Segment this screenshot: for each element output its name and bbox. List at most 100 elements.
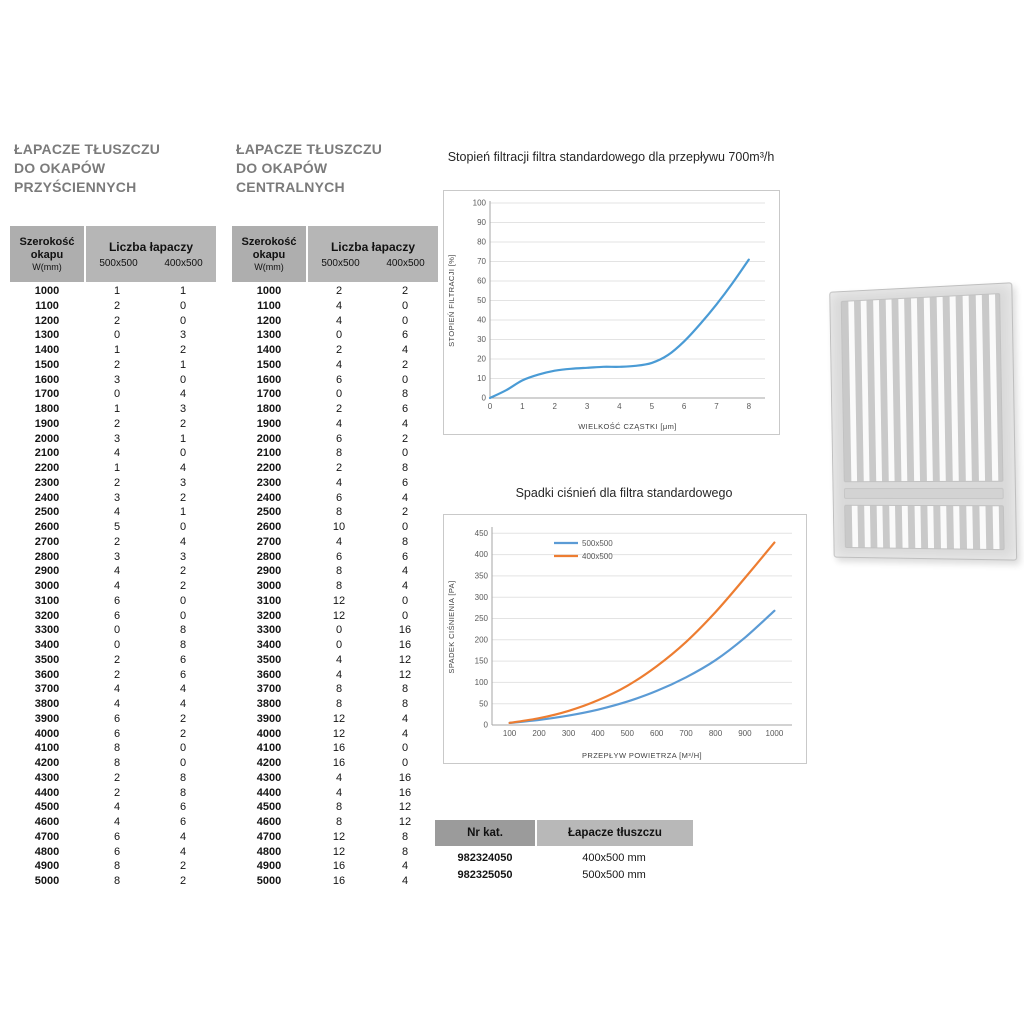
cell-width: 1000 [256, 285, 282, 297]
table-row: 3200 12 0 [232, 609, 438, 624]
cell-400x500: 4 [179, 683, 187, 696]
cell-width: 2000 [34, 432, 60, 445]
cell-500x500: 6 [113, 594, 121, 607]
cell-500x500: 3 [113, 491, 121, 504]
cell-width: 3800 [256, 698, 282, 710]
cell-width: 3000 [256, 580, 282, 592]
svg-text:100: 100 [473, 199, 487, 208]
header-text: okapu [30, 248, 64, 261]
cell-width: 1300 [34, 329, 60, 342]
cell-500x500: 12 [332, 845, 346, 858]
catalog-table: Nr kat. Łapacze tłuszczu 982324050 400x50… [435, 820, 693, 884]
table-row: 1800 2 6 [232, 402, 438, 417]
cell-500x500: 2 [113, 314, 121, 327]
table-row: 4500 8 12 [232, 800, 438, 815]
svg-text:1000: 1000 [766, 729, 784, 738]
cell-400x500: 0 [401, 299, 409, 312]
svg-text:20: 20 [477, 355, 486, 364]
cell-500x500: 2 [113, 786, 121, 799]
table-row: 2700 4 8 [232, 535, 438, 550]
table-row: 4400 4 16 [232, 786, 438, 801]
svg-text:SPADEK CIŚNIENIA [PA]: SPADEK CIŚNIENIA [PA] [447, 580, 456, 673]
svg-text:200: 200 [475, 635, 489, 644]
header-unit: W(mm) [32, 261, 62, 272]
cell-500x500: 2 [335, 285, 343, 297]
header-group: Liczba łapaczy 500x500 400x500 [308, 226, 438, 282]
svg-text:900: 900 [738, 729, 752, 738]
table-row: 3900 12 4 [232, 712, 438, 727]
svg-text:400: 400 [475, 550, 489, 559]
cell-400x500: 0 [179, 373, 187, 386]
cell-500x500: 2 [113, 299, 121, 312]
cell-width: 1900 [256, 417, 282, 430]
cell-width: 2300 [34, 476, 60, 489]
svg-text:600: 600 [650, 729, 664, 738]
cell-width: 4300 [34, 771, 60, 784]
cell-400x500: 4 [401, 491, 409, 504]
svg-text:0: 0 [488, 402, 493, 411]
cell-400x500: 6 [401, 550, 409, 563]
table-row: 3200 6 0 [10, 609, 216, 624]
svg-text:500: 500 [621, 729, 635, 738]
table-row: 4300 2 8 [10, 771, 216, 786]
cell-400x500: 0 [179, 447, 187, 460]
cell-width: 1700 [256, 388, 282, 401]
table-row: 4500 4 6 [10, 800, 216, 815]
filtration-chart: 0 10 20 30 40 50 60 70 80 90 100 0 1 2 3 4 5 6 7 8 WIELKOŚĆ … [443, 190, 780, 435]
cell-400x500: 0 [401, 757, 409, 769]
table-row: 3600 4 12 [232, 668, 438, 683]
svg-text:40: 40 [477, 316, 486, 325]
cell-500x500: 8 [335, 580, 343, 592]
svg-text:WIELKOŚĆ CZĄSTKI [μm]: WIELKOŚĆ CZĄSTKI [μm] [578, 422, 677, 431]
table-row: 2700 2 4 [10, 535, 216, 550]
cell-500x500: 2 [113, 771, 121, 784]
cell-400x500: 12 [398, 816, 412, 828]
svg-text:350: 350 [475, 572, 489, 581]
cell-width: 2400 [256, 491, 282, 504]
cell-400x500: 8 [401, 698, 409, 710]
cell-width: 1200 [256, 314, 282, 327]
svg-text:1: 1 [520, 402, 525, 411]
cell-500x500: 4 [113, 580, 121, 592]
table-row: 3000 8 4 [232, 579, 438, 594]
cell-width: 2700 [34, 535, 60, 548]
table-row: 5000 8 2 [10, 874, 216, 889]
title-line: ŁAPACZE TŁUSZCZU [236, 141, 383, 157]
svg-text:50: 50 [477, 296, 486, 305]
table-row: 1700 0 8 [232, 387, 438, 402]
pressure-chart-title: Spadki ciśnień dla filtra standardowego [515, 486, 733, 500]
header-subcolumns: 500x500 400x500 [86, 258, 216, 269]
cell-width: 4600 [34, 816, 60, 828]
cell-400x500: 1 [179, 432, 187, 445]
cell-width: 3700 [34, 683, 60, 696]
table-row: 2200 2 8 [232, 461, 438, 476]
pressure-chart: 0 50 100 150 200 250 300 350 400 450 100 200 300 400 5… [443, 514, 807, 764]
cell-500x500: 4 [113, 801, 121, 814]
cell-400x500: 2 [179, 417, 187, 430]
header-group-label: Liczba łapaczy [108, 239, 194, 254]
cell-500x500: 6 [113, 830, 121, 843]
cell-width: 4700 [34, 830, 60, 843]
table-row: 3600 2 6 [10, 668, 216, 683]
cell-width: 1100 [35, 299, 59, 312]
svg-text:100: 100 [475, 678, 489, 687]
cell-500x500: 6 [335, 491, 343, 504]
cell-400x500: 4 [401, 344, 409, 356]
table-row: 2900 8 4 [232, 564, 438, 579]
central-table-body: 1000 2 2 1100 4 0 1200 4 0 1300 0 6 1400 2 4 1500 4 2 1600… [232, 284, 438, 889]
cell-width: 3300 [256, 624, 282, 637]
cell-width: 1600 [256, 373, 282, 386]
table-row: 3900 6 2 [10, 712, 216, 727]
table-row: 1300 0 3 [10, 328, 216, 343]
cell-400x500: 16 [398, 639, 412, 651]
cell-400x500: 8 [179, 786, 187, 799]
cell-400x500: 1 [179, 358, 187, 371]
cell-500x500: 6 [113, 609, 121, 622]
table-row: 1600 6 0 [232, 373, 438, 388]
cell-width: 2200 [34, 462, 60, 474]
svg-text:200: 200 [532, 729, 546, 738]
cell-width: 4600 [256, 816, 282, 828]
cell-400x500: 0 [179, 299, 187, 312]
cell-500x500: 0 [113, 639, 121, 651]
wall-table-title: ŁAPACZE TŁUSZCZU DO OKAPÓW PRZYŚCIENNYCH [14, 140, 160, 197]
